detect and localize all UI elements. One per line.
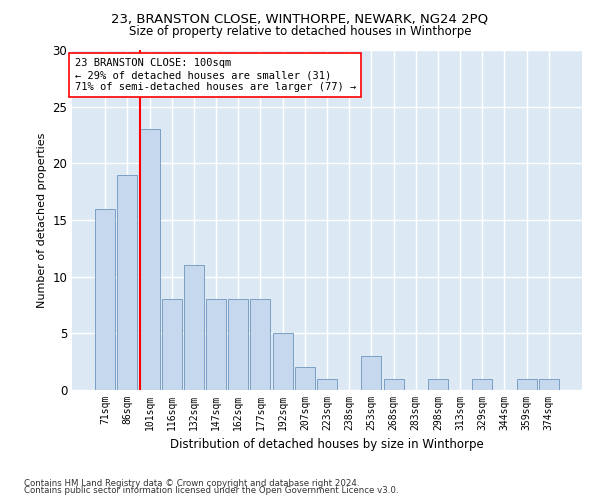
Bar [383, 378, 404, 390]
Bar [118, 174, 137, 390]
Text: 23 BRANSTON CLOSE: 100sqm
← 29% of detached houses are smaller (31)
71% of semi-: 23 BRANSTON CLOSE: 100sqm ← 29% of detac… [74, 58, 356, 92]
Bar [317, 378, 337, 390]
Bar [272, 334, 293, 390]
Bar [250, 300, 271, 390]
Bar [295, 368, 315, 390]
Bar [428, 378, 448, 390]
Bar [539, 378, 559, 390]
Bar [361, 356, 382, 390]
Text: Contains HM Land Registry data © Crown copyright and database right 2024.: Contains HM Land Registry data © Crown c… [24, 478, 359, 488]
Bar [184, 266, 204, 390]
X-axis label: Distribution of detached houses by size in Winthorpe: Distribution of detached houses by size … [170, 438, 484, 452]
Y-axis label: Number of detached properties: Number of detached properties [37, 132, 47, 308]
Text: Size of property relative to detached houses in Winthorpe: Size of property relative to detached ho… [129, 25, 471, 38]
Text: 23, BRANSTON CLOSE, WINTHORPE, NEWARK, NG24 2PQ: 23, BRANSTON CLOSE, WINTHORPE, NEWARK, N… [112, 12, 488, 26]
Bar [517, 378, 536, 390]
Bar [206, 300, 226, 390]
Bar [140, 130, 160, 390]
Bar [228, 300, 248, 390]
Bar [95, 208, 115, 390]
Text: Contains public sector information licensed under the Open Government Licence v3: Contains public sector information licen… [24, 486, 398, 495]
Bar [472, 378, 492, 390]
Bar [162, 300, 182, 390]
